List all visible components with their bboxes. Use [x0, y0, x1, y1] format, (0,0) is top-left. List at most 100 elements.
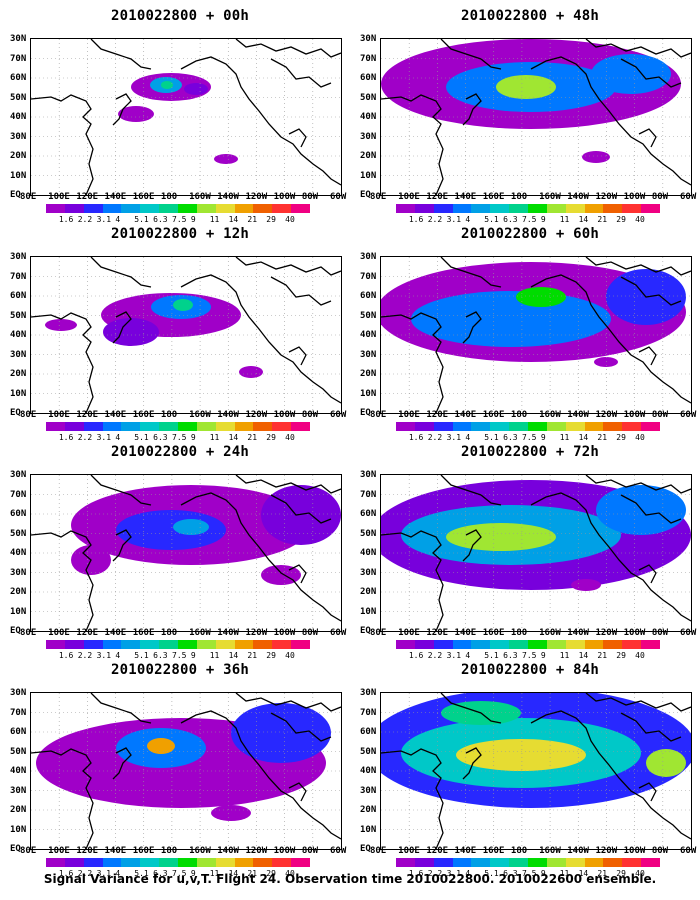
latitude-label: 10N [360, 170, 377, 181]
coastline [440, 257, 502, 288]
longitude-label: 60W [680, 846, 697, 856]
colorbar-level-label: 5.1 [484, 869, 499, 878]
panel-title: 2010022800 + 84h [460, 662, 600, 678]
latitude-label: 30N [360, 349, 377, 360]
colorbar-level-label: 40 [285, 869, 295, 878]
variance-map [30, 38, 342, 196]
longitude-label: 80E [20, 192, 37, 202]
coastline [31, 748, 94, 849]
colorbar-level-label: 7.5 [172, 433, 187, 442]
variance-contour [184, 83, 208, 95]
variance-contour [231, 703, 331, 763]
latitude-label: 50N [10, 528, 27, 539]
colorbar-level-label: 21 [597, 651, 608, 660]
latitude-label: 60N [360, 291, 377, 301]
colorbar-level-label: 40 [285, 433, 295, 442]
colorbar-swatch [509, 204, 529, 213]
latitude-label: 50N [10, 746, 27, 757]
colorbar-level-label: 21 [247, 651, 258, 660]
longitude-label: 100W [623, 628, 646, 638]
variance-map [30, 692, 342, 850]
longitude-label: 120E [76, 846, 99, 856]
colorbar-swatch [102, 858, 122, 867]
coastline [585, 475, 691, 494]
latitude-label: EQ [360, 626, 371, 636]
colorbar-swatch [178, 858, 197, 867]
latitude-labels: 30N 70N 60N 50N 40N 30N 20N 10N EQ [10, 252, 30, 418]
colorbar-swatch [622, 640, 642, 649]
coastline [530, 274, 691, 404]
longitude-label: 160W [189, 410, 211, 420]
latitude-label: EQ [360, 844, 371, 854]
colorbar-level-label: 3.1 [96, 869, 112, 878]
colorbar-swatch [159, 422, 179, 431]
colorbar-swatch [471, 858, 491, 867]
variance-map [30, 256, 342, 414]
latitude-label: 60N [10, 509, 27, 519]
latitude-label: 10N [10, 824, 27, 835]
panel-title: 2010022800 + 60h [460, 226, 600, 242]
colorbar-level-label: 1.6 [58, 433, 74, 442]
latitude-label: 30N [10, 349, 27, 360]
latitude-label: 30N [10, 470, 27, 480]
latitude-label: 50N [360, 92, 377, 103]
colorbar-swatch [528, 640, 547, 649]
coastline [112, 529, 132, 562]
colorbar-swatch [622, 858, 642, 867]
longitude-label: 120E [76, 192, 99, 202]
colorbar-swatch [528, 858, 547, 867]
colorbar-labels: 1.6 2.2 3.1 4 5.1 6.3 7.5 9 11 14 21 29 40 [396, 433, 660, 443]
colorbar-level-label: 2.2 [427, 651, 443, 660]
colorbar-level-label: 11 [559, 215, 570, 224]
colorbar-level-label: 11 [209, 869, 220, 878]
colorbar-level-label: 3.1 [96, 215, 112, 224]
longitude-label: 140E [454, 410, 477, 420]
colorbar-swatch [140, 204, 160, 213]
map-canvas [381, 693, 691, 849]
longitude-labels: 80E 100E 120E 140E 160E 180 160W 140W 120W 100W 80… [10, 624, 350, 638]
colorbar-level-label: 29 [616, 215, 626, 224]
colorbar-swatch [584, 204, 604, 213]
longitude-labels: 80E 100E 120E 140E 160E 180 160W 140W 120W 100W 80… [10, 406, 350, 420]
coastline [620, 712, 682, 742]
colorbar-swatch [272, 204, 292, 213]
variance-contour [571, 579, 601, 591]
coastline [462, 529, 482, 562]
colorbar-swatch [83, 204, 103, 213]
colorbar-level-label: 4 [465, 651, 471, 660]
coastline [381, 530, 444, 631]
coastline [288, 782, 307, 802]
longitude-label: 60W [330, 192, 347, 202]
latitude-label: EQ [10, 844, 21, 854]
longitude-label: 120E [426, 846, 449, 856]
colorbar-swatch [102, 640, 122, 649]
variance-map [380, 692, 692, 850]
colorbar-swatch [433, 858, 453, 867]
colorbar-swatch [196, 640, 216, 649]
longitude-label: 100E [48, 410, 70, 420]
latitude-label: 50N [360, 746, 377, 757]
colorbar-level-label: 29 [266, 651, 276, 660]
latitude-label: 30N [360, 131, 377, 142]
latitude-label: 40N [360, 766, 377, 776]
coastline [270, 712, 332, 742]
colorbar-level-label: 6.3 [503, 433, 518, 442]
colorbar-level-label: 21 [597, 433, 608, 442]
colorbar-level-label: 2.2 [427, 215, 443, 224]
longitude-label: 80W [301, 846, 319, 856]
colorbar-level-label: 1.6 [58, 869, 74, 878]
colorbar-level-label: 29 [266, 869, 276, 878]
colorbar-level-label: 6.3 [153, 215, 168, 224]
colorbar-level-label: 6.3 [503, 215, 518, 224]
longitude-labels: 80E 100E 120E 140E 160E 180 160W 140W 120W 100W 80… [10, 188, 350, 202]
colorbar-level-label: 21 [247, 433, 258, 442]
latitude-label: EQ [360, 190, 371, 200]
colorbar-swatch [64, 858, 84, 867]
coastline [381, 748, 444, 849]
colorbar-swatch [452, 640, 472, 649]
colorbar-swatch [471, 204, 491, 213]
colorbar-level-label: 11 [209, 651, 220, 660]
colorbar-swatch [178, 640, 197, 649]
colorbar-level-label: 3.1 [446, 869, 462, 878]
map-panel: 2010022800 + 24h 30N 70N 60N 50N 40N 30N 20N 10N… [10, 444, 350, 660]
